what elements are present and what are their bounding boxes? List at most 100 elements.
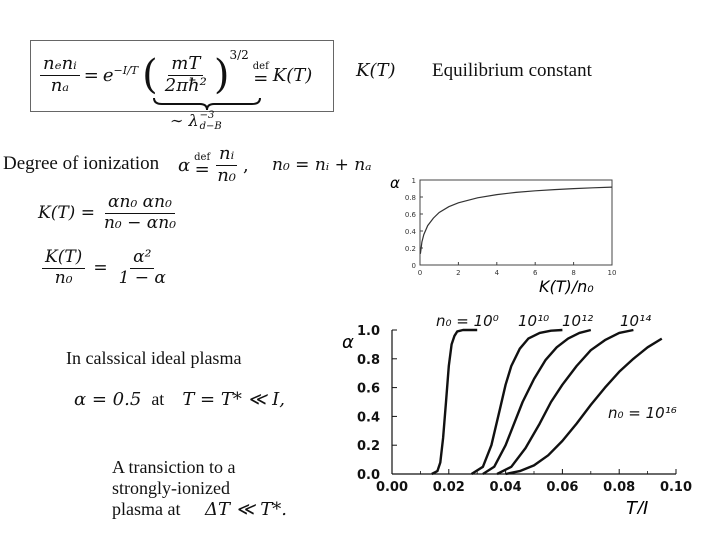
left-paren: ( — [142, 52, 158, 98]
small-plot-x-label: K(T)/n₀ — [539, 277, 594, 296]
small-plot-curve — [419, 186, 613, 254]
alpha-fraction: nᵢ n₀ — [214, 143, 239, 186]
small-plot-y-tick-label: 0.6 — [405, 211, 417, 219]
chart-series-line-0 — [431, 328, 478, 476]
ionization-chart: α T/I 0.0 0.2 0.4 0.6 0.8 1.0 0.00 0.02 0.04 0.06… — [342, 314, 692, 514]
chart-y-label: α — [342, 332, 354, 353]
chart-series-line-1 — [470, 328, 563, 476]
kt-eq2-equals: = — [93, 258, 108, 279]
def-equals-2: def = — [194, 151, 211, 180]
small-plot-x-tick-label: 2 — [456, 269, 460, 277]
chart-x-tick-label: 0.10 — [660, 480, 692, 495]
kt-eq1-numerator: αn₀ αn₀ — [105, 192, 175, 214]
comma: , — [243, 154, 249, 176]
small-plot-frame — [419, 179, 613, 266]
kt-label: K(T) — [356, 60, 396, 81]
chart-y-tick-label: 0.4 — [357, 410, 380, 425]
degree-of-ionization-eq: α def = nᵢ n₀ , — [178, 143, 249, 186]
small-plot-y-tick-label: 0.4 — [405, 228, 417, 236]
chart-series-line-2 — [482, 328, 592, 476]
chart-series-label-1: 10¹⁰ — [518, 314, 549, 330]
small-alpha-plot: α K(T)/n₀ 00.20.40.60.810 2 4 6 8 10 — [390, 174, 617, 296]
kt-eq2-lhs-fraction: K(T) n₀ — [42, 247, 86, 288]
def-label-2: def — [194, 151, 211, 163]
chart-x-tick-label: 0.08 — [603, 480, 635, 495]
equals-sign: = — [83, 64, 99, 86]
kt-equation-2: K(T) n₀ = α² 1 − α — [42, 247, 169, 288]
exponential: e−I/T — [103, 64, 138, 86]
def-label: def — [252, 61, 269, 73]
kt-eq2-numerator: α² — [130, 247, 155, 269]
kt-eq2-lhs-denominator: n₀ — [54, 267, 73, 288]
alpha-numerator: nᵢ — [215, 143, 238, 166]
underbrace-label: ∼ λ −3 d−B — [170, 110, 222, 132]
chart-y-tick-label: 0.6 — [357, 382, 380, 397]
chart-series-label-2: 10¹² — [562, 314, 593, 330]
transition-line-2: strongly-ionized — [112, 478, 230, 498]
kt-eq1-lhs: K(T) = — [38, 203, 95, 224]
small-plot-y-label: α — [390, 174, 400, 192]
chart-y-tick-label: 1.0 — [357, 324, 380, 339]
chart-x-tick-label: 0.04 — [490, 480, 522, 495]
transition-text: A transiction to a strongly-ionized plas… — [112, 457, 287, 520]
chart-x-tick-label: 0.00 — [376, 480, 408, 495]
transition-line-3: plasma at — [112, 499, 181, 519]
equilibrium-equation: nₑnᵢ nₐ = e−I/T ( mT 2πħ² ) 3/2 def = K(… — [40, 44, 312, 106]
small-plot-y-tick-label: 0.8 — [405, 194, 416, 202]
alpha-denominator: n₀ — [217, 164, 236, 186]
chart-y-tick-label: 0.2 — [357, 439, 380, 454]
transition-line-1: A transiction to a — [112, 457, 236, 477]
chart-series-label-0: n₀ = 10⁰ — [436, 314, 499, 330]
classical-condition: α = 0.5 at T = T* ≪ I, — [74, 389, 285, 410]
lambda-sup: −3 — [199, 110, 215, 121]
chart-y-tick-label: 0.0 — [357, 468, 380, 483]
equilibrium-equation-box — [30, 40, 334, 112]
chart-x-tick-label: 0.06 — [546, 480, 578, 495]
chart-x-tick-label: 0.02 — [433, 480, 465, 495]
delta-t-condition: ΔT ≪ T*. — [204, 499, 288, 520]
at-word: at — [151, 389, 165, 409]
exp-power: −I/T — [113, 64, 139, 77]
n0-definition: n₀ = nᵢ + nₐ — [272, 155, 372, 175]
lhs-numerator: nₑnᵢ — [40, 53, 80, 76]
chart-series-line-4 — [505, 337, 663, 476]
alpha-half: α = 0.5 — [74, 389, 142, 410]
small-plot-x-tick-label: 10 — [608, 269, 617, 277]
kt-eq2-rhs-fraction: α² 1 − α — [116, 247, 169, 288]
classical-plasma-title: In calssical ideal plasma — [66, 348, 242, 368]
chart-y-tick-label: 0.8 — [357, 353, 380, 368]
chart-x-label: T/I — [626, 498, 648, 514]
kt-eq2-denominator: 1 − α — [118, 267, 166, 288]
lambda-sub: d−B — [199, 120, 222, 132]
equilibrium-constant-symbol: K(T) — [272, 64, 313, 86]
def-equals-sign-2: = — [194, 158, 210, 180]
inner-numerator: mT — [168, 53, 204, 76]
chart-series-label-3: 10¹⁴ — [620, 314, 651, 330]
chart-series-line-3 — [496, 328, 634, 476]
lhs-fraction: nₑnᵢ nₐ — [40, 53, 80, 96]
inner-denominator: 2πħ² — [164, 74, 207, 96]
def-equals-sign: = — [253, 68, 269, 90]
kt-eq2-lhs-numerator: K(T) — [42, 247, 86, 269]
kt-eq1-fraction: αn₀ αn₀ n₀ − αn₀ — [101, 192, 179, 233]
degree-of-ionization-label: Degree of ionization — [3, 153, 160, 174]
right-paren: ) — [213, 52, 230, 98]
kt-equation-1: K(T) = αn₀ αn₀ n₀ − αn₀ — [38, 192, 179, 233]
small-plot-x-tick-label: 0 — [418, 269, 422, 277]
small-plot-x-tick-label: 6 — [533, 269, 538, 277]
power: 3/2 — [229, 48, 249, 62]
alpha-symbol: α — [178, 154, 191, 176]
small-plot-y-tick-label: 0.2 — [405, 245, 416, 253]
def-equals: def = — [252, 61, 269, 90]
chart-series-label-4: n₀ = 10¹⁶ — [608, 404, 677, 422]
kt-eq1-denominator: n₀ − αn₀ — [103, 212, 177, 233]
inner-fraction: mT 2πħ² — [162, 53, 210, 96]
t-star-condition: T = T* ≪ I, — [182, 389, 285, 410]
small-plot-x-tick-label: 8 — [571, 269, 575, 277]
small-plot-y-tick-label: 0 — [412, 262, 416, 270]
lambda-symbol: ∼ λ — [170, 111, 199, 130]
lhs-denominator: nₐ — [50, 74, 70, 96]
exp-base: e — [102, 65, 114, 86]
equilibrium-constant-label: Equilibrium constant — [432, 60, 592, 81]
underbrace — [153, 97, 261, 111]
